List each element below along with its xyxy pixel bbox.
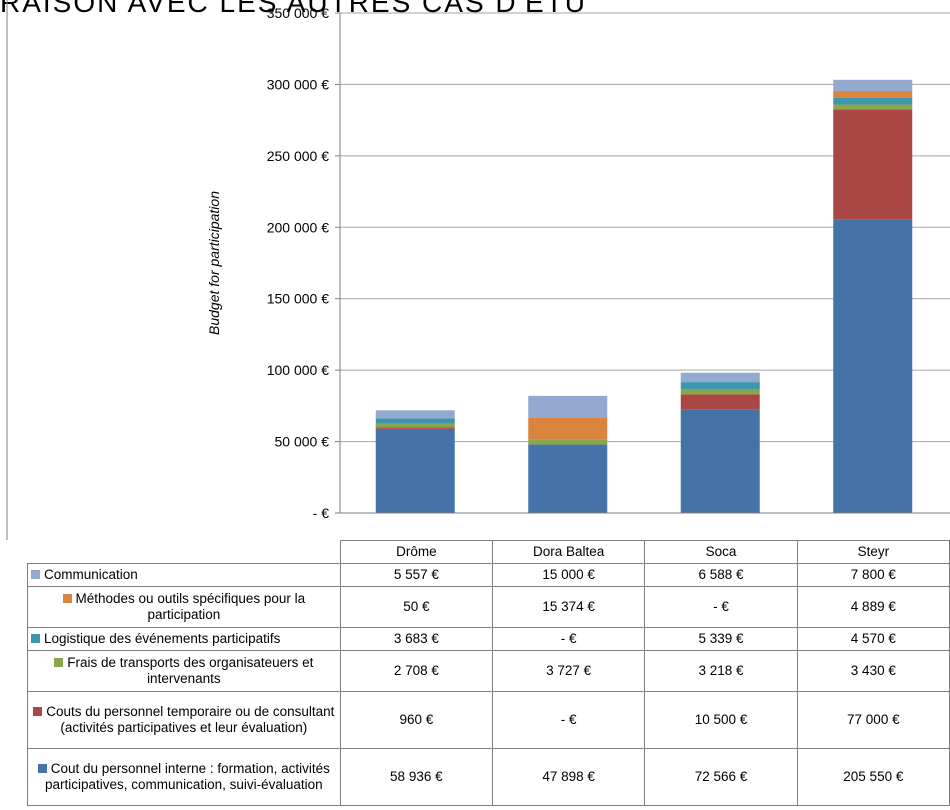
table-row: Logistique des événements participatifs 3… — [27, 627, 950, 651]
table-header-row: Drôme Dora Baltea Soca Steyr — [27, 540, 950, 564]
table-corner-cell — [27, 540, 341, 564]
bar-segment-s2-2 — [680, 389, 760, 395]
x-category-label: Drôme — [339, 540, 494, 564]
table-cell-value: 3 727 € — [491, 650, 646, 692]
y-tick-label: 350 000 € — [267, 5, 329, 21]
table-cell-value: 15 000 € — [491, 563, 646, 587]
table-cell-value: 72 566 € — [644, 748, 798, 806]
x-category-label: Dora Baltea — [491, 540, 646, 564]
table-cell-value: 58 936 € — [339, 748, 494, 806]
table-row: Cout du personnel interne : formation, a… — [27, 748, 950, 806]
table-cell-value: 7 800 € — [796, 563, 950, 587]
table-cell-value: 2 708 € — [339, 650, 494, 692]
table-cell-value: 4 570 € — [796, 627, 950, 651]
x-category-label: Steyr — [796, 540, 950, 564]
bar-segment-s5-3 — [833, 79, 913, 91]
bar-segment-s1-2 — [680, 394, 760, 410]
bar-segment-s5-0 — [375, 410, 455, 419]
y-tick-label: - € — [313, 505, 330, 521]
legend-entry: Cout du personnel interne : formation, a… — [27, 748, 341, 806]
legend-entry: Frais de transports des organisateuers e… — [27, 650, 341, 692]
table-cell-value: 960 € — [339, 691, 494, 749]
bar-segment-s1-3 — [833, 109, 913, 220]
legend-label: Cout du personnel interne : formation, a… — [45, 761, 330, 792]
y-tick-label: 300 000 € — [267, 76, 329, 92]
bar-segment-s3-3 — [833, 97, 913, 105]
bar-segment-s2-1 — [528, 439, 608, 445]
table-cell-value: 77 000 € — [796, 691, 950, 749]
bar-segment-s1-0 — [375, 427, 455, 429]
table-cell-value: 205 550 € — [796, 748, 950, 806]
bar-segment-s0-0 — [375, 428, 455, 513]
legend-color-key — [62, 594, 72, 603]
legend-color-key — [37, 764, 47, 773]
legend-entry: Logistique des événements participatifs — [27, 627, 341, 651]
bar-segment-s4-3 — [833, 90, 913, 98]
bar-segment-s5-1 — [528, 395, 608, 418]
table-cell-value: - € — [491, 691, 646, 749]
table-cell-value: 5 339 € — [644, 627, 798, 651]
table-cell-value: 50 € — [339, 586, 494, 628]
table-cell-value: 4 889 € — [796, 586, 950, 628]
y-axis-label: Budget for participation — [206, 191, 222, 335]
data-table: Drôme Dora Baltea Soca Steyr Communication 5 … — [27, 540, 950, 806]
legend-color-key — [33, 707, 43, 716]
table-cell-value: 3 683 € — [339, 627, 494, 651]
legend-label: Méthodes ou outils spécifiques pour la p… — [75, 591, 306, 622]
legend-entry: Couts du personnel temporaire ou de cons… — [27, 691, 341, 749]
legend-label: Frais de transports des organisateuers e… — [67, 655, 314, 686]
bar-segment-s0-2 — [680, 409, 760, 513]
table-cell-value: 6 588 € — [644, 563, 798, 587]
table-row: Couts du personnel temporaire ou de cons… — [27, 691, 950, 749]
bar-segment-s0-1 — [528, 444, 608, 513]
y-tick-label: 100 000 € — [267, 362, 329, 378]
table-row: Méthodes ou outils spécifiques pour la p… — [27, 586, 950, 628]
legend-entry: Communication — [27, 563, 341, 587]
table-row: Communication 5 557 €15 000 €6 588 €7 800… — [27, 563, 950, 587]
legend-color-key — [31, 570, 40, 579]
table-cell-value: - € — [491, 627, 646, 651]
bar-segment-s5-2 — [680, 372, 760, 383]
table-cell-value: 47 898 € — [491, 748, 646, 806]
y-tick-label: 250 000 € — [267, 148, 329, 164]
bar-segment-s4-1 — [528, 417, 608, 440]
legend-label: Logistique des événements participatifs — [44, 631, 281, 646]
bar-segment-s2-3 — [833, 104, 913, 110]
legend-label: Couts du personnel temporaire ou de cons… — [46, 704, 335, 735]
table-cell-value: 10 500 € — [644, 691, 798, 749]
legend-color-key — [54, 658, 64, 667]
bar-segment-s0-3 — [833, 219, 913, 513]
y-tick-label: 200 000 € — [267, 219, 329, 235]
bar-segment-s2-0 — [375, 423, 455, 428]
legend-label: Communication — [44, 567, 138, 582]
table-cell-value: - € — [644, 586, 798, 628]
bar-segment-s3-0 — [375, 418, 455, 424]
y-tick-label: 50 000 € — [275, 434, 330, 450]
table-cell-value: 3 430 € — [796, 650, 950, 692]
bar-segment-s3-2 — [680, 382, 760, 390]
table-cell-value: 5 557 € — [339, 563, 494, 587]
y-tick-label: 150 000 € — [267, 291, 329, 307]
legend-entry: Méthodes ou outils spécifiques pour la p… — [27, 586, 341, 628]
table-row: Frais de transports des organisateuers e… — [27, 650, 950, 692]
legend-color-key — [31, 634, 40, 643]
x-category-label: Soca — [644, 540, 798, 564]
table-cell-value: 3 218 € — [644, 650, 798, 692]
table-cell-value: 15 374 € — [491, 586, 646, 628]
